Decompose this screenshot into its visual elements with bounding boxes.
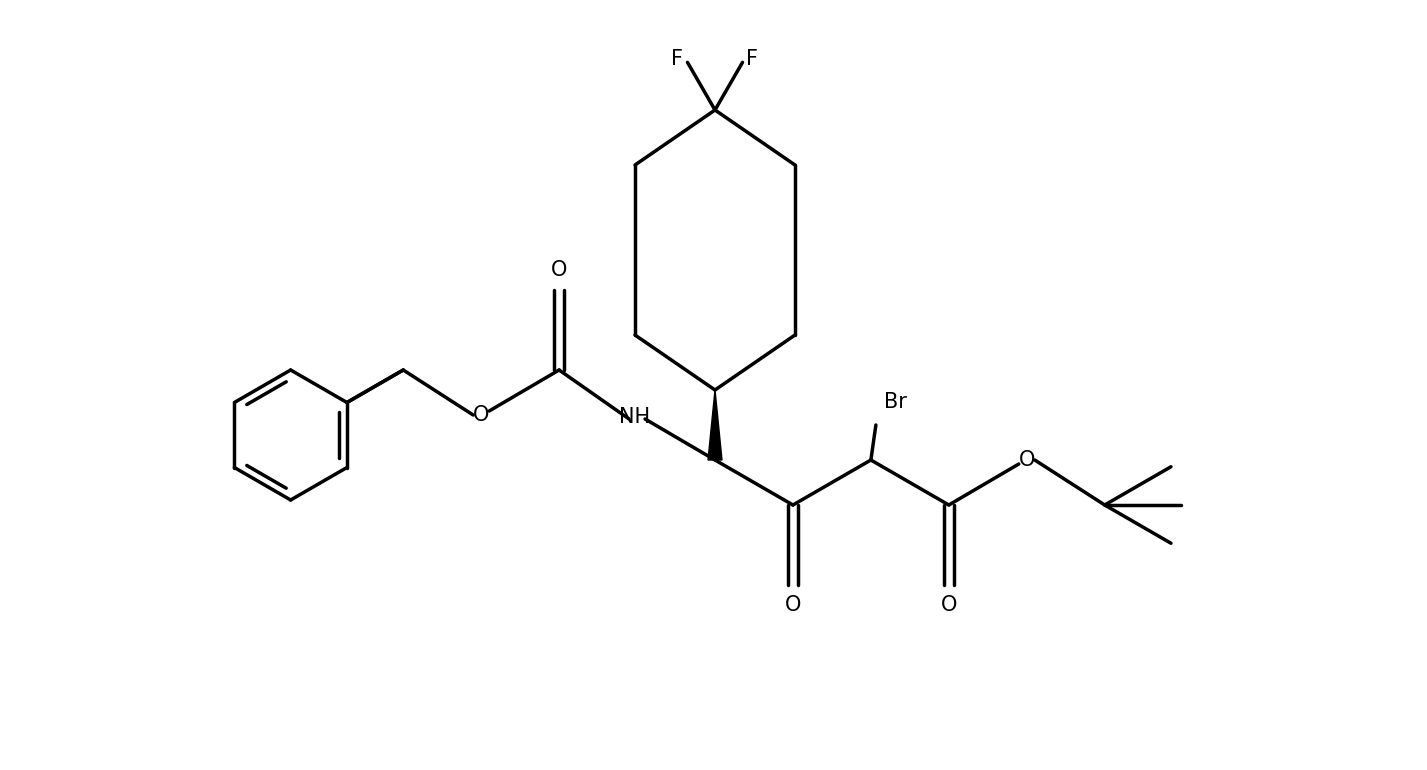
Text: F: F <box>746 49 759 69</box>
Text: O: O <box>940 595 958 615</box>
Text: F: F <box>672 49 684 69</box>
Text: O: O <box>551 260 568 280</box>
Text: O: O <box>472 405 489 425</box>
Text: NH: NH <box>619 407 651 427</box>
Text: Br: Br <box>883 392 906 412</box>
Text: O: O <box>1019 450 1035 470</box>
Polygon shape <box>708 390 722 460</box>
Text: O: O <box>785 595 801 615</box>
